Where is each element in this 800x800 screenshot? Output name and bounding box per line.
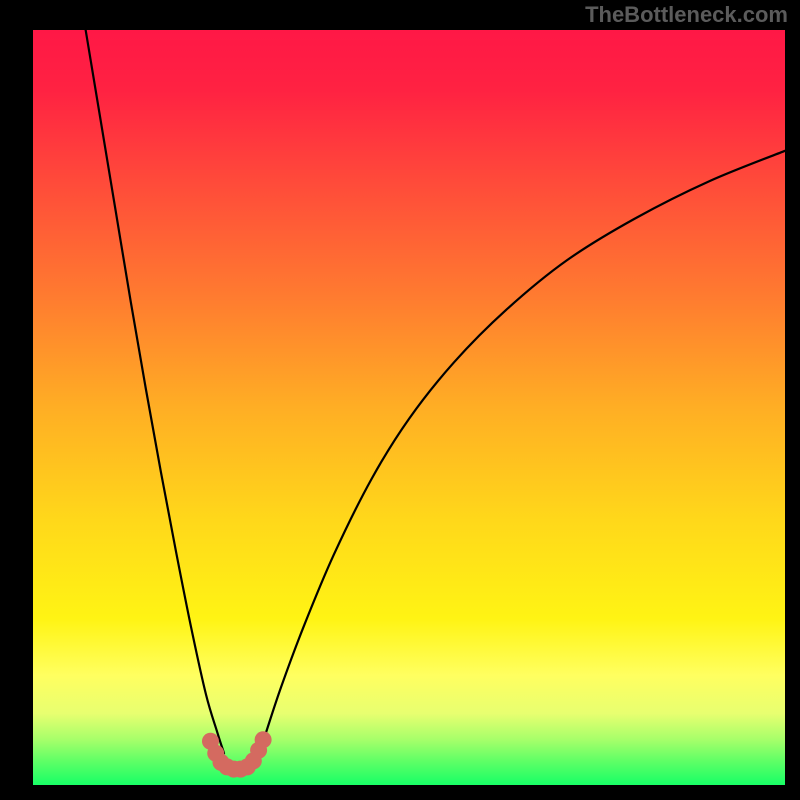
- chart-container: TheBottleneck.com: [0, 0, 800, 800]
- valley-marker: [255, 731, 272, 748]
- bottleneck-chart: [0, 0, 800, 800]
- watermark-text: TheBottleneck.com: [585, 2, 788, 28]
- plot-background: [33, 30, 785, 785]
